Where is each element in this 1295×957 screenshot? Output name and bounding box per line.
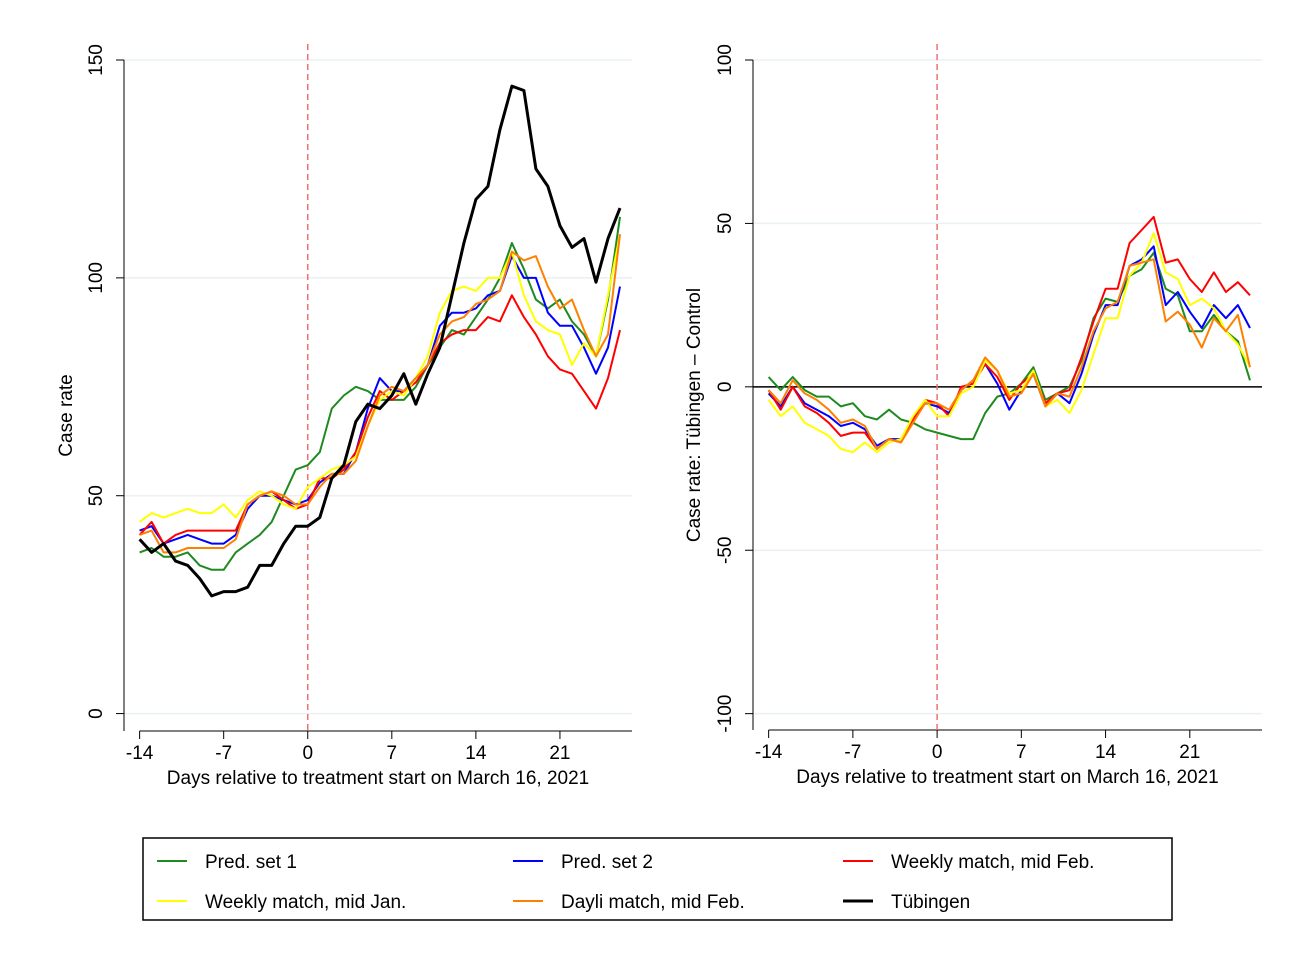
x-tick-label: -14 (755, 742, 783, 763)
x-tick-label: -7 (215, 743, 232, 764)
x-tick-label: 0 (932, 742, 943, 763)
series-line (139, 234, 621, 554)
legend-label: Weekly match, mid Feb. (891, 852, 1094, 873)
y-tick-label: 50 (715, 213, 736, 234)
x-tick-label: 21 (1179, 742, 1200, 763)
y-tick-label: 0 (86, 708, 107, 719)
y-tick-label: 100 (86, 262, 107, 294)
x-axis-title: Days relative to treatment start on Marc… (167, 768, 589, 789)
x-tick-label: -7 (844, 742, 861, 763)
x-tick-label: 21 (549, 743, 570, 764)
series-line (139, 255, 621, 545)
y-tick-label: -100 (715, 695, 736, 733)
y-axis-title: Case rate: Tübingen – Control (684, 288, 705, 542)
x-axis-title: Days relative to treatment start on Marc… (796, 767, 1218, 788)
y-tick-label: 0 (715, 382, 736, 393)
y-tick-label: -50 (715, 537, 736, 564)
y-tick-label: 50 (86, 485, 107, 506)
series-line (767, 232, 1251, 454)
y-tick-label: 100 (715, 44, 736, 76)
y-axis-title: Case rate (56, 374, 77, 456)
x-tick-label: 14 (465, 743, 487, 764)
x-tick-label: 0 (302, 743, 313, 764)
x-tick-label: 7 (387, 743, 398, 764)
series-line (767, 215, 1251, 450)
legend-box (142, 837, 1173, 921)
legend-label: Tübingen (891, 892, 970, 913)
series-line (138, 84, 622, 598)
series-line (767, 245, 1251, 447)
series-line (767, 258, 1251, 450)
legend-label: Pred. set 2 (561, 852, 653, 873)
legend-label: Weekly match, mid Jan. (205, 892, 406, 913)
x-tick-label: -14 (126, 743, 154, 764)
y-tick-label: 150 (86, 44, 107, 76)
series-line (138, 294, 621, 545)
x-tick-label: 14 (1095, 742, 1117, 763)
x-tick-label: 7 (1016, 742, 1027, 763)
legend-label: Pred. set 1 (205, 852, 297, 873)
series-line (139, 234, 621, 523)
legend-label: Dayli match, mid Feb. (561, 892, 745, 913)
